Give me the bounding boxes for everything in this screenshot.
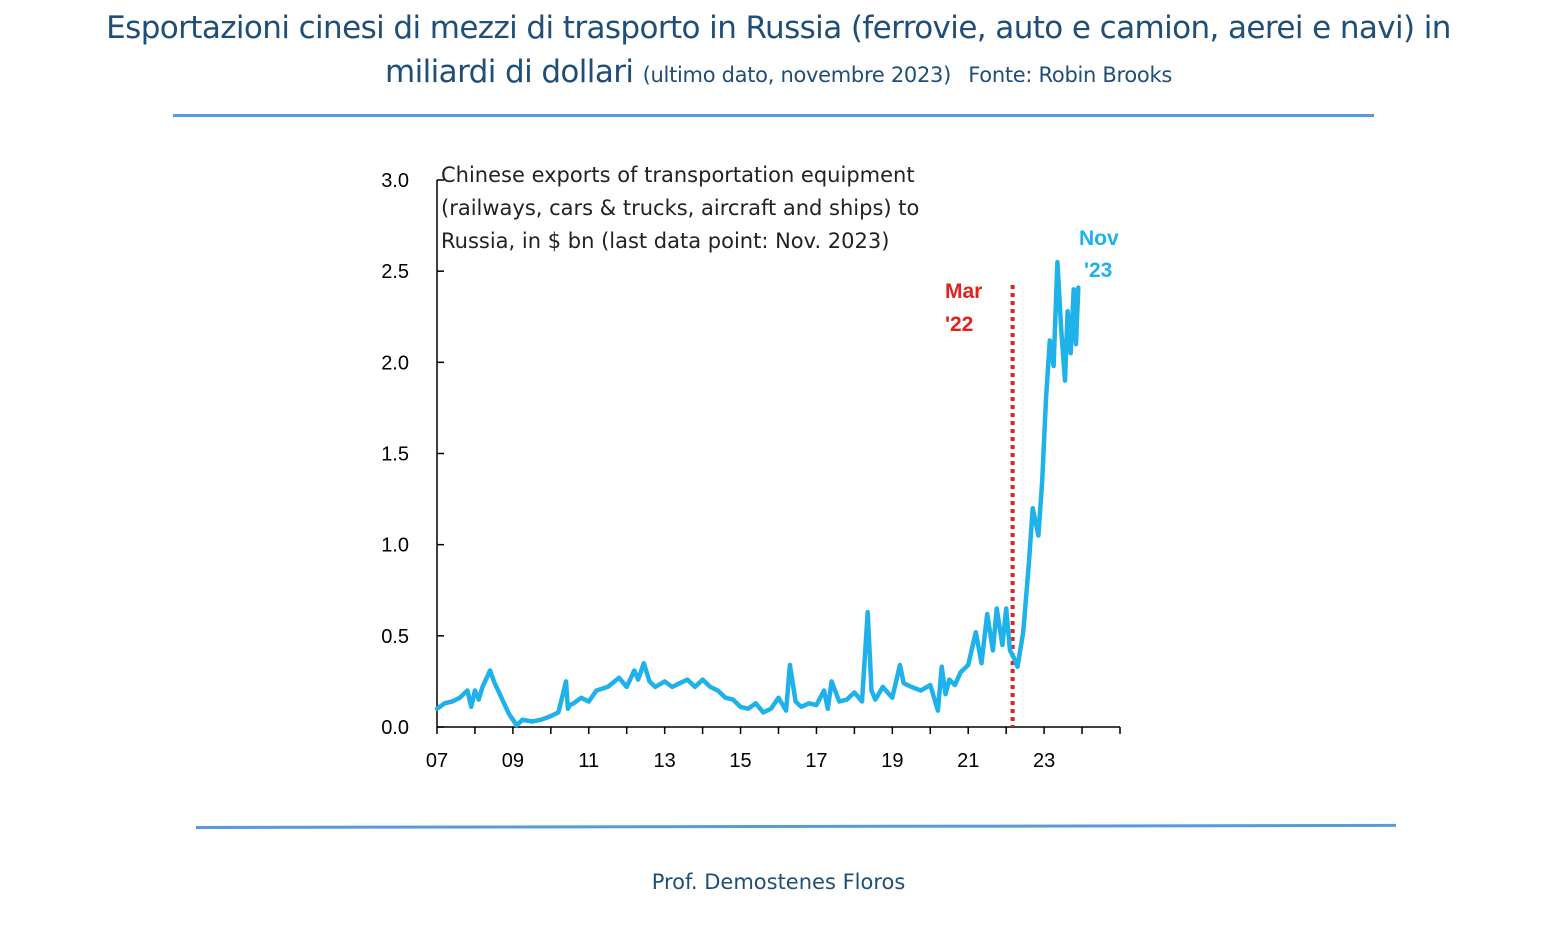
x-tick-label: 15 xyxy=(729,750,751,772)
chart-annotation-line: (railways, cars & trucks, aircraft and s… xyxy=(441,196,919,220)
top-divider xyxy=(173,114,1374,117)
y-tick-label: 1.5 xyxy=(381,444,409,466)
march-2022-label: Mar xyxy=(945,280,982,303)
series-line xyxy=(434,259,1081,728)
chart-annotation: Chinese exports of transportation equipm… xyxy=(441,163,919,253)
y-tick-label: 2.5 xyxy=(381,261,409,283)
nov-2023-label: Nov '23 xyxy=(1079,227,1119,282)
title-main: miliardi di dollari xyxy=(385,54,634,90)
nov-2023-label: Nov xyxy=(1079,227,1119,250)
x-tick-label: 17 xyxy=(805,750,827,772)
chart-annotation-line: Chinese exports of transportation equipm… xyxy=(441,163,915,187)
chart-axes xyxy=(436,180,1120,728)
series-group xyxy=(434,259,1081,728)
x-tick-label: 13 xyxy=(654,750,676,772)
march-2022-label: '22 xyxy=(945,313,973,336)
y-tick-label: 0.0 xyxy=(381,717,409,739)
title-line-1: Esportazioni cinesi di mezzi di trasport… xyxy=(106,10,1451,46)
y-tick-label: 2.0 xyxy=(381,352,409,374)
x-tick-label: 11 xyxy=(578,750,599,772)
x-tick-label: 21 xyxy=(957,750,979,772)
x-tick-label: 09 xyxy=(502,750,524,772)
x-tick-label: 23 xyxy=(1033,750,1055,772)
chart-annotation-line: Russia, in $ bn (last data point: Nov. 2… xyxy=(441,229,889,253)
nov-2023-label: '23 xyxy=(1084,259,1112,282)
header: Esportazioni cinesi di mezzi di trasport… xyxy=(0,6,1557,97)
x-tick-label: 07 xyxy=(426,750,448,772)
y-tick-label: 0.5 xyxy=(381,626,409,648)
source-credit: Fonte: Robin Brooks xyxy=(968,63,1172,87)
y-tick-label: 1.0 xyxy=(381,535,409,557)
x-axis-ticks: 07 09 11 13 15 17 19 21 23 xyxy=(426,727,1121,772)
subtitle: (ultimo dato, novembre 2023) xyxy=(642,63,952,87)
footer-author: Prof. Demostenes Floros xyxy=(651,870,906,894)
y-tick-label: 3.0 xyxy=(381,170,409,192)
title-line-2: miliardi di dollari (ultimo dato, novemb… xyxy=(0,50,1557,97)
x-tick-label: 19 xyxy=(881,750,903,772)
y-axis-ticks: 0.0 0.5 1.0 1.5 2.0 2.5 3.0 xyxy=(381,170,444,739)
